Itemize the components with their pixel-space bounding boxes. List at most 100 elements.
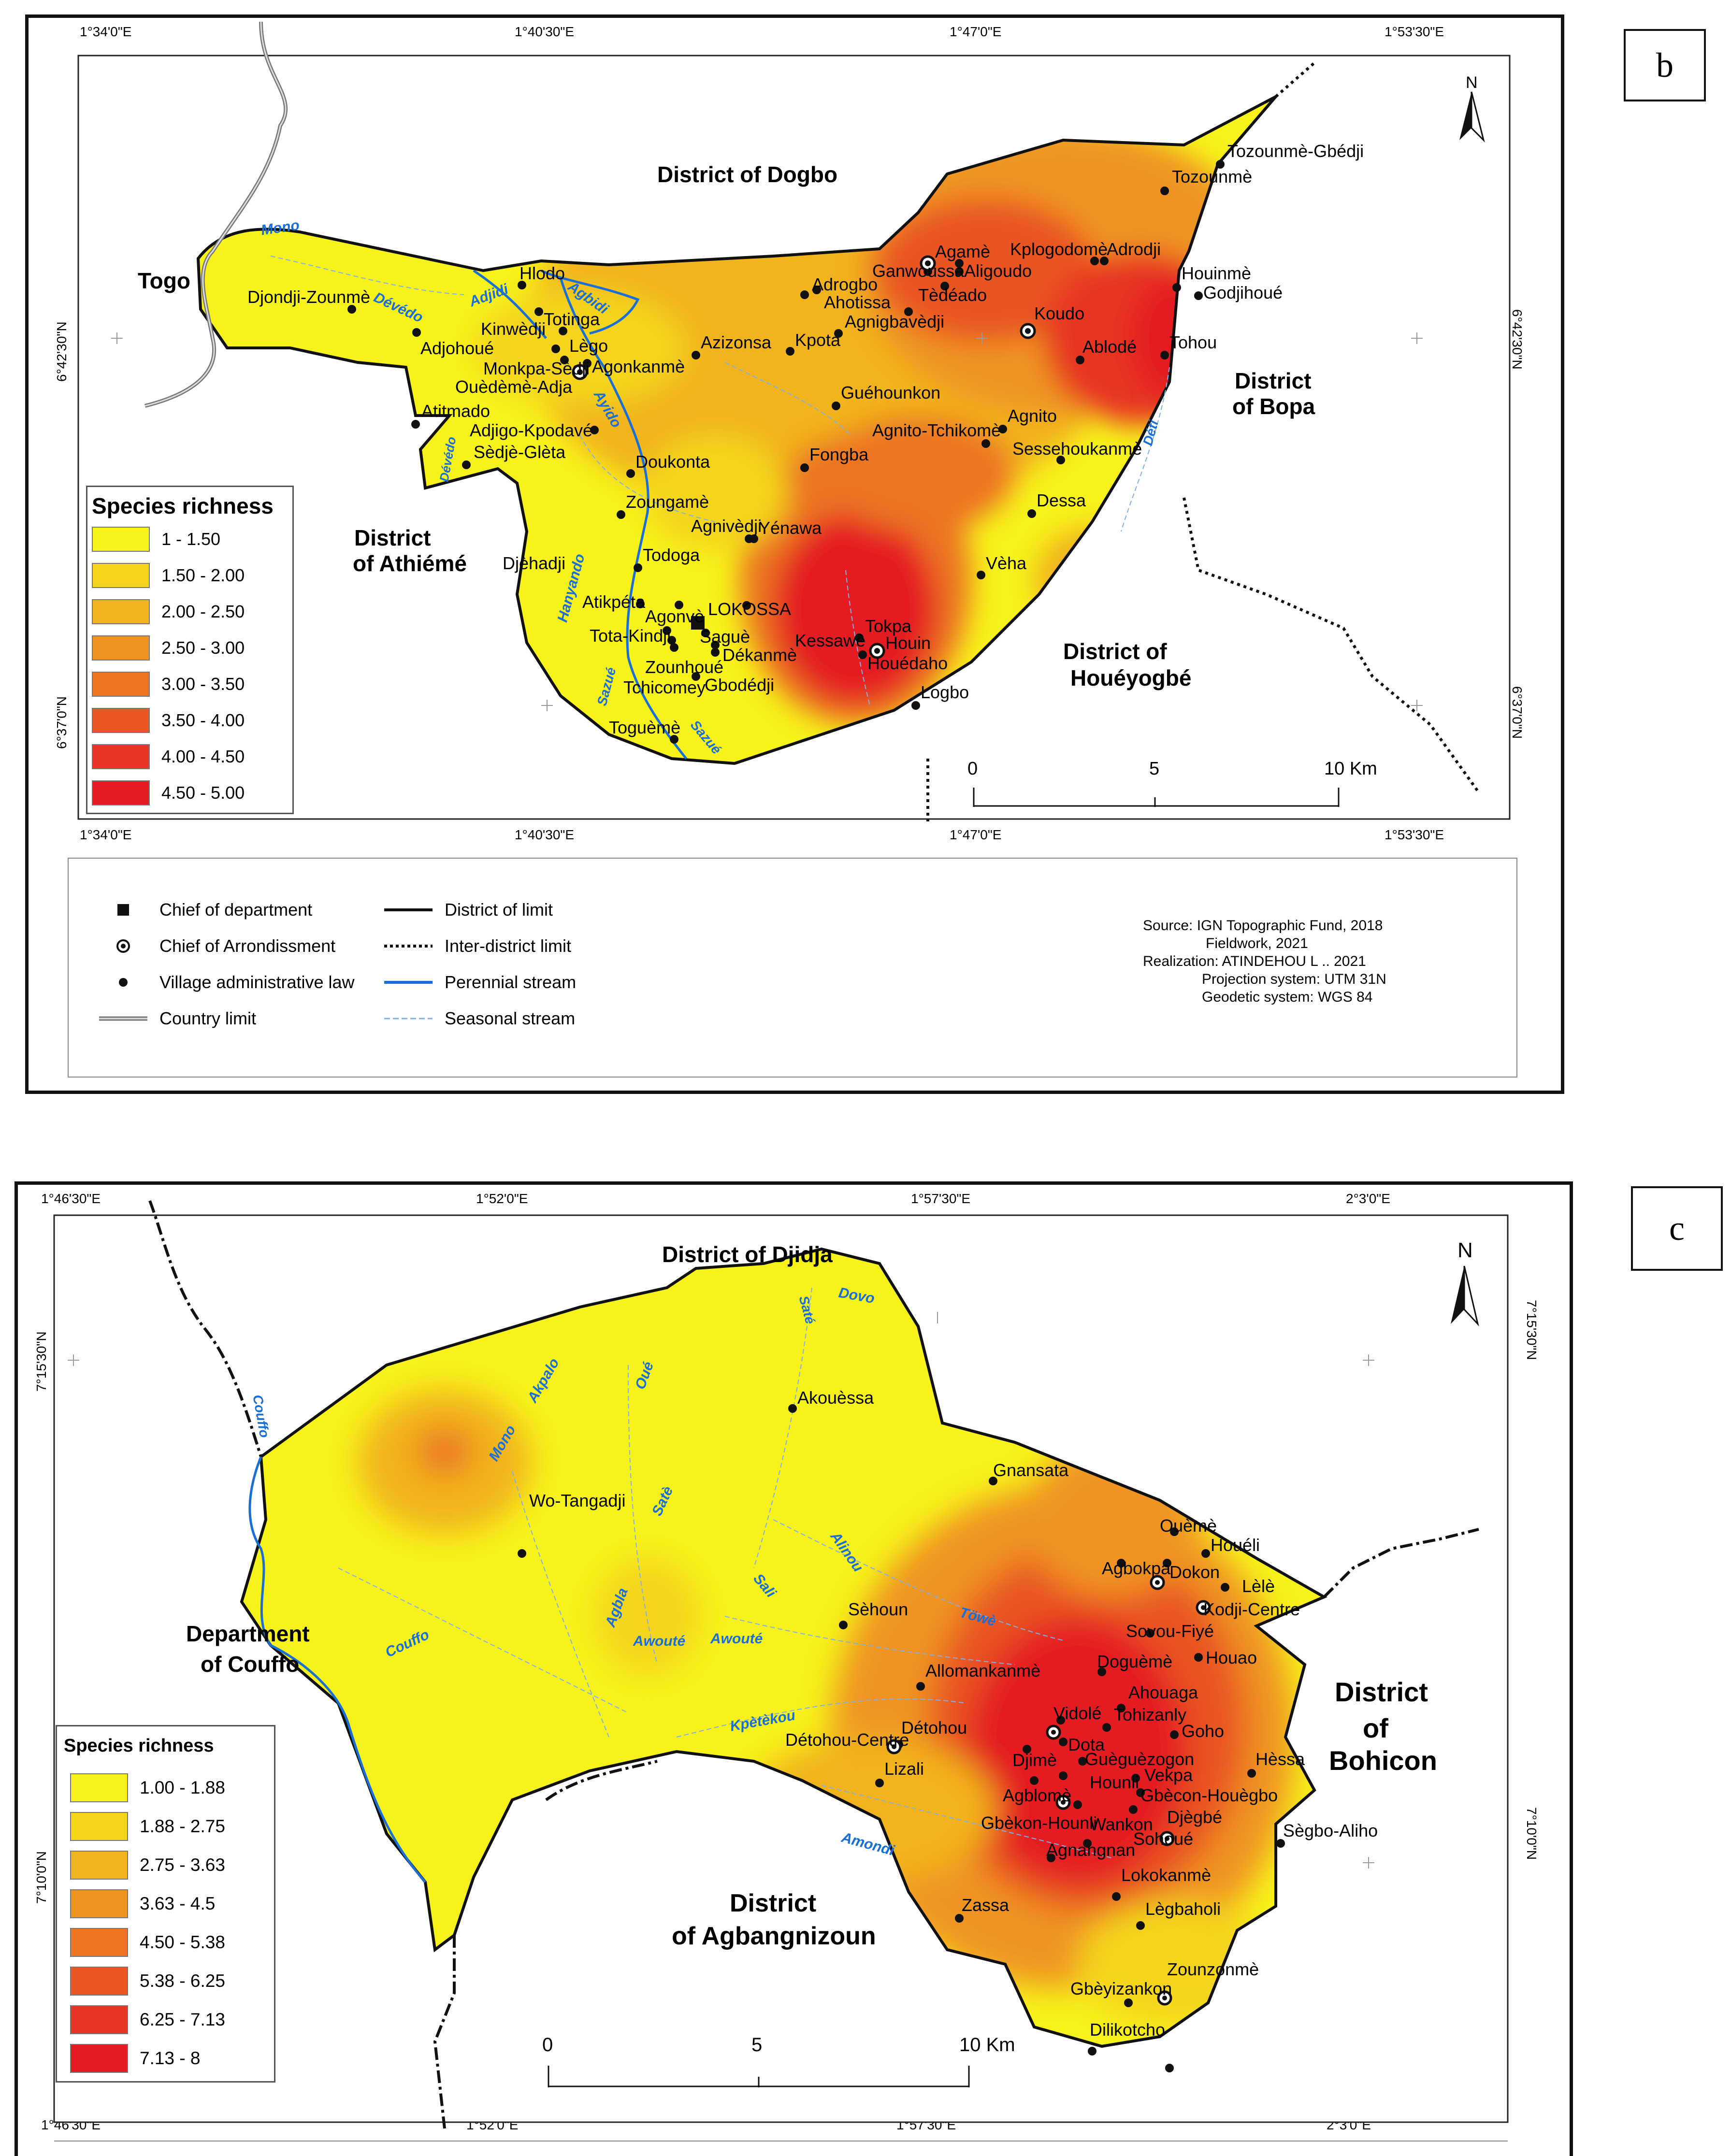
village-label: Sègbo-Aliho [1283,1821,1378,1840]
legend-class-c: 5.38 - 6.25 [70,1967,225,1996]
village-label: Adrogbo [812,274,878,294]
legend-title-c: Species richness [64,1736,214,1756]
village-dot [559,327,567,335]
village-label: Wankon [1090,1814,1153,1834]
village-dot [977,571,985,579]
symbol-row: Inter-district limit [382,936,571,956]
symbol-row: District of limit [382,900,553,920]
village-dot [800,290,809,299]
legend-class-c: 2.75 - 3.63 [70,1851,225,1880]
village-dot [675,601,683,609]
village-label: Agnangnan [1046,1840,1136,1860]
village-dot [692,672,700,681]
village-dot [1078,1757,1087,1766]
village-label: Lizali [884,1759,924,1779]
village-dot [1027,509,1036,518]
village-dot [1172,283,1181,292]
panel-b-frame [25,14,1564,1094]
coord-bottom-3: 1°47'0"E [950,827,1002,842]
village-label: Aligoudo [964,261,1032,281]
village-dot [711,641,720,649]
village-dot [626,469,635,478]
legend-class-c: 1.00 - 1.88 [70,1773,225,1802]
north-label: N [1466,73,1478,92]
legend-class-c: 1.88 - 2.75 [70,1812,225,1841]
scale-label: 5 [1149,759,1160,779]
village-label: Ablodé [1082,337,1137,357]
legend-swatch [92,527,150,552]
village-label: Sessehoukanmè [1012,439,1142,459]
legend-swatch [70,1928,128,1957]
village-dot [636,600,645,608]
village-label: Kinwèdji [481,319,546,339]
legend-class-b: 1 - 1.50 [92,527,220,552]
village-label: Kodji-Centre [1203,1599,1300,1619]
village-dot [1097,1667,1106,1676]
village-dot [1165,2064,1174,2072]
village-label: Hlodo [519,263,565,283]
village-label: Ouèdèmè-Adja [455,377,573,397]
village-label: Godjihoué [1203,283,1283,302]
village-dot [1083,1839,1092,1848]
coord-top-1: 1°46'30"E [41,1191,101,1206]
village-label: Dessa [1037,490,1086,510]
village-dot [858,650,867,659]
legend-class-b: 2.00 - 2.50 [92,599,245,624]
village-label: Monkpa-Sèdji [483,359,590,378]
village-label: Djègbé [1167,1807,1223,1827]
panel-c-frame [14,1181,1573,2156]
chief-department-marker [691,616,705,630]
village-dot [347,305,356,314]
district-bohicon-1: District [1335,1677,1428,1707]
village-dot [583,359,591,368]
district-dogbo: District of Dogbo [657,162,838,187]
village-dot [981,439,990,448]
village-dot [1076,356,1084,364]
village-dot [663,626,671,635]
village-dot [955,267,964,276]
village-dot [1221,1583,1229,1592]
village-label: Todoga [643,545,700,565]
village-dot [911,701,920,710]
district-couffo-2: of Couffo [201,1652,300,1677]
scale-label: 0 [967,759,978,779]
village-dot [955,259,964,268]
village-label: Tota-Kindji [590,626,671,646]
village-label: Gbodédji [705,675,775,695]
village-label: Ouèmè [1160,1516,1217,1536]
village-icon [119,978,128,987]
village-dot [411,420,420,429]
village-label: Zounzonmè [1167,1959,1259,1979]
village-dot [989,1477,997,1485]
village-label: Gnansata [993,1460,1069,1480]
village-label: Vèha [986,553,1027,573]
village-dot [1047,1854,1055,1862]
legend-swatch [92,780,150,805]
village-dot [1073,1800,1082,1809]
village-dot [786,347,794,356]
legend-swatch [92,672,150,697]
coord-bottom-4: 1°53'30"E [1385,827,1444,842]
village-label: Hounli [1090,1772,1140,1792]
north-arrow-icon [1459,91,1485,143]
village-dot [998,425,1007,433]
perennial-stream-icon [384,981,433,984]
village-label: Totinga [544,309,600,329]
village-label: Azizonsa [701,332,772,352]
village-label: Tchicomey [623,677,706,697]
village-dot [904,307,913,316]
north-label: N [1457,1238,1473,1262]
village-label: Ahotissa [824,292,891,312]
village-label: Sèhoun [848,1599,909,1619]
village-label: Atitmado [421,401,490,421]
river-label: Awouté [633,1633,686,1649]
scale-label: 0 [542,2034,553,2055]
village-label: Houao [1206,1648,1257,1667]
village-label: Agnito-Tchikomè [872,420,1001,440]
legend-swatch [70,1773,128,1802]
scale-bar-b [973,788,1340,807]
village-dot [1136,1788,1145,1797]
legend-swatch [92,708,150,733]
village-label: Guéhounkon [841,383,941,402]
legend-swatch [70,1812,128,1841]
